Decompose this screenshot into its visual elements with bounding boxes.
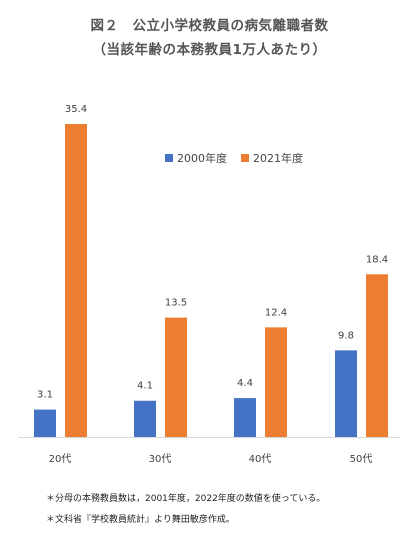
footnote-denominator: ＊分母の本務教員数は，2001年度，2022年度の数値を使っている。 xyxy=(46,494,326,504)
data-label-2021-2: 12.4 xyxy=(265,307,287,318)
legend-item-2000: 2000年度 xyxy=(165,150,227,166)
data-label-2021-3: 18.4 xyxy=(366,254,388,265)
data-label-2000-2: 4.4 xyxy=(237,378,253,389)
footnote-source: ＊文科省『学校教員統計』より舞田敏彦作成。 xyxy=(46,515,235,525)
legend-swatch-2021 xyxy=(241,154,249,162)
bar-2000-0 xyxy=(34,409,56,437)
chart-title: 図２ 公立小学校教員の病気離職者数 xyxy=(90,18,329,34)
legend-label-2000: 2000年度 xyxy=(177,152,227,165)
bar-2000-3 xyxy=(335,350,357,437)
bar-2021-1 xyxy=(165,317,187,437)
x-tick-label-3: 50代 xyxy=(350,453,373,465)
footnotes: ＊分母の本務教員数は，2001年度，2022年度の数値を使っている。 ＊文科省『… xyxy=(46,489,325,531)
bar-2021-2 xyxy=(265,327,287,437)
bar-2021-3 xyxy=(366,274,388,437)
chart-subtitle: （当該年齢の本務教員1万人あたり） xyxy=(92,42,327,58)
legend-item-2021: 2021年度 xyxy=(241,150,303,166)
data-label-2021-0: 35.4 xyxy=(65,104,87,115)
legend-label-2021: 2021年度 xyxy=(253,152,303,165)
data-label-2000-0: 3.1 xyxy=(37,390,53,401)
data-label-2000-3: 9.8 xyxy=(338,330,354,341)
legend-swatch-2000 xyxy=(165,154,173,162)
data-label-2021-1: 13.5 xyxy=(165,298,187,309)
legend: 2000年度 2021年度 xyxy=(165,150,303,166)
x-tick-label-1: 30代 xyxy=(149,453,172,465)
data-label-2000-1: 4.1 xyxy=(137,381,153,392)
x-tick-label-2: 40代 xyxy=(249,453,272,465)
bar-2021-0 xyxy=(65,124,87,437)
bar-2000-2 xyxy=(234,398,256,437)
x-tick-label-0: 20代 xyxy=(49,453,72,465)
bar-2000-1 xyxy=(134,400,156,437)
